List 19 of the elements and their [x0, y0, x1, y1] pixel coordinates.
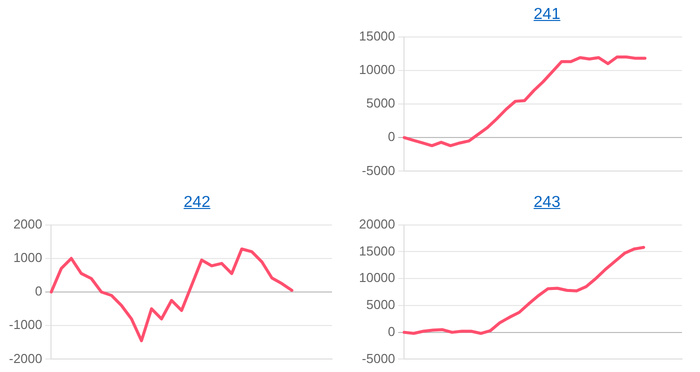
y-tick-label: -5000 [362, 162, 396, 178]
y-tick-label: 15000 [358, 243, 396, 258]
y-tick-label: 2000 [13, 216, 42, 232]
y-tick-label: 20000 [358, 216, 396, 232]
y-tick-label: 5000 [366, 96, 396, 111]
y-tick-label: 10000 [358, 270, 396, 286]
chart-title: 243 [532, 194, 562, 212]
y-tick-label: -5000 [362, 350, 396, 366]
y-tick-label: 1000 [13, 250, 42, 265]
y-tick-label: -2000 [9, 350, 42, 366]
y-tick-label: -1000 [9, 317, 42, 332]
y-tick-label: 0 [35, 284, 42, 299]
y-tick-label: 0 [388, 324, 396, 339]
chart-title: 242 [182, 194, 212, 212]
chart-title: 241 [532, 6, 562, 24]
y-tick-label: 0 [388, 129, 396, 144]
y-tick-label: 10000 [358, 62, 396, 77]
y-tick-label: 5000 [366, 297, 396, 312]
y-tick-label: 15000 [358, 28, 396, 44]
